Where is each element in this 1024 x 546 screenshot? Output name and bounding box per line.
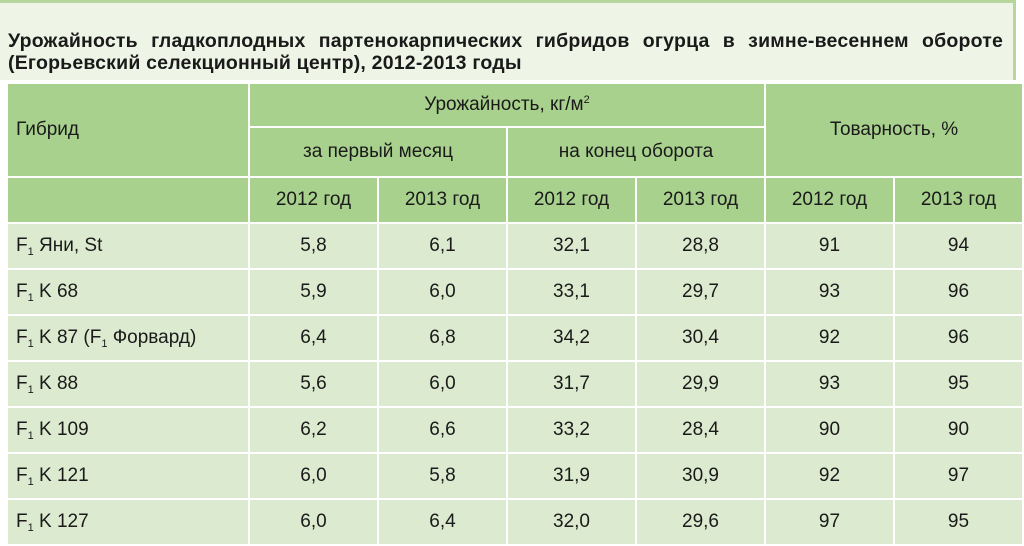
row: F1 K 121 6,0 5,8 31,9 30,9 92 97 xyxy=(6,452,1024,500)
value-cell: 93 xyxy=(764,360,895,408)
value-cell: 91 xyxy=(764,222,895,270)
header-cell: 2013 год xyxy=(377,176,508,224)
hybrid-cell: F1 K 68 xyxy=(6,268,250,316)
hybrid-cell: F1 K 109 xyxy=(6,406,250,454)
value-cell: 31,9 xyxy=(506,452,637,500)
value-cell: 5,8 xyxy=(377,452,508,500)
hybrid-text: F xyxy=(16,372,28,394)
value-cell: 6,1 xyxy=(377,222,508,270)
hybrid-text: F xyxy=(16,234,28,256)
row: F1 K 109 6,2 6,6 33,2 28,4 90 90 xyxy=(6,406,1024,454)
superscript: 2 xyxy=(583,94,590,106)
value-cell: 6,8 xyxy=(377,314,508,362)
subscript: 1 xyxy=(27,245,34,258)
hybrid-text: K 109 xyxy=(33,418,89,440)
row: F1 K 88 5,6 6,0 31,7 29,9 93 95 xyxy=(6,360,1024,408)
value-cell: 29,9 xyxy=(635,360,766,408)
hybrid-text: Яни, St xyxy=(33,234,103,256)
value-cell: 29,7 xyxy=(635,268,766,316)
value-cell: 33,2 xyxy=(506,406,637,454)
value-cell: 97 xyxy=(893,452,1024,500)
header-cell: 2013 год xyxy=(893,176,1024,224)
hybrid-text: F xyxy=(16,418,28,440)
hybrid-cell: F1 K 121 xyxy=(6,452,250,500)
subscript: 1 xyxy=(101,337,108,350)
hybrid-text: K 127 xyxy=(33,510,89,532)
header-cell: Товарность, % xyxy=(764,82,1024,178)
hybrid-text: F xyxy=(16,280,28,302)
row: F1 K 127 6,0 6,4 32,0 29,6 97 95 xyxy=(6,498,1024,546)
value-cell: 30,9 xyxy=(635,452,766,500)
hybrid-cell: F1 K 88 xyxy=(6,360,250,408)
value-cell: 28,4 xyxy=(635,406,766,454)
hybrid-text: F xyxy=(16,510,28,532)
subscript: 1 xyxy=(27,291,34,304)
header-cell: Гибрид xyxy=(6,82,250,178)
value-cell: 94 xyxy=(893,222,1024,270)
value-cell: 34,2 xyxy=(506,314,637,362)
value-cell: 93 xyxy=(764,268,895,316)
value-cell: 96 xyxy=(893,268,1024,316)
value-cell: 96 xyxy=(893,314,1024,362)
header-cell xyxy=(6,176,250,224)
subscript: 1 xyxy=(27,383,34,396)
value-cell: 30,4 xyxy=(635,314,766,362)
value-cell: 90 xyxy=(764,406,895,454)
header-cell: 2013 год xyxy=(635,176,766,224)
subscript: 1 xyxy=(27,429,34,442)
row: F1 K 87 (F1 Форвард) 6,4 6,8 34,2 30,4 92 96 xyxy=(6,314,1024,362)
hybrid-text: F xyxy=(16,464,28,486)
subscript: 1 xyxy=(27,475,34,488)
value-cell: 29,6 xyxy=(635,498,766,546)
hybrid-text: K 88 xyxy=(33,372,79,394)
value-cell: 5,8 xyxy=(248,222,379,270)
value-cell: 6,0 xyxy=(248,498,379,546)
header-cell: 2012 год xyxy=(764,176,895,224)
value-cell: 95 xyxy=(893,360,1024,408)
header-cell: 2012 год xyxy=(248,176,379,224)
table: Гибрид Урожайность, кг/м2 Товарность, % … xyxy=(6,82,1024,546)
value-cell: 32,1 xyxy=(506,222,637,270)
value-cell: 6,4 xyxy=(377,498,508,546)
value-cell: 92 xyxy=(764,452,895,500)
value-cell: 90 xyxy=(893,406,1024,454)
header-text: Урожайность, кг/м xyxy=(424,94,584,115)
subscript: 1 xyxy=(27,521,34,534)
value-cell: 92 xyxy=(764,314,895,362)
title: Урожайность гладкоплодных партенокарпиче… xyxy=(0,0,1016,80)
value-cell: 5,9 xyxy=(248,268,379,316)
header-cell: Урожайность, кг/м2 xyxy=(248,82,766,128)
value-cell: 32,0 xyxy=(506,498,637,546)
value-cell: 6,0 xyxy=(377,268,508,316)
value-cell: 6,6 xyxy=(377,406,508,454)
subscript: 1 xyxy=(27,337,34,350)
row: F1 K 68 5,9 6,0 33,1 29,7 93 96 xyxy=(6,268,1024,316)
value-cell: 33,1 xyxy=(506,268,637,316)
value-cell: 95 xyxy=(893,498,1024,546)
hybrid-text: K 87 (F xyxy=(33,326,102,348)
hybrid-text: Форвард) xyxy=(107,326,197,348)
value-cell: 31,7 xyxy=(506,360,637,408)
value-cell: 5,6 xyxy=(248,360,379,408)
value-cell: 6,2 xyxy=(248,406,379,454)
value-cell: 6,0 xyxy=(248,452,379,500)
value-cell: 6,0 xyxy=(377,360,508,408)
header-cell: 2012 год xyxy=(506,176,637,224)
hybrid-text: F xyxy=(16,326,28,348)
value-cell: 28,8 xyxy=(635,222,766,270)
value-cell: 97 xyxy=(764,498,895,546)
header-cell: за первый месяц xyxy=(248,126,508,178)
hybrid-cell: F1 Яни, St xyxy=(6,222,250,270)
header-cell: на конец оборота xyxy=(506,126,766,178)
hybrid-text: K 121 xyxy=(33,464,89,486)
hybrid-cell: F1 K 87 (F1 Форвард) xyxy=(6,314,250,362)
hybrid-text: K 68 xyxy=(33,280,79,302)
hybrid-cell: F1 K 127 xyxy=(6,498,250,546)
row: F1 Яни, St 5,8 6,1 32,1 28,8 91 94 xyxy=(6,222,1024,270)
value-cell: 6,4 xyxy=(248,314,379,362)
